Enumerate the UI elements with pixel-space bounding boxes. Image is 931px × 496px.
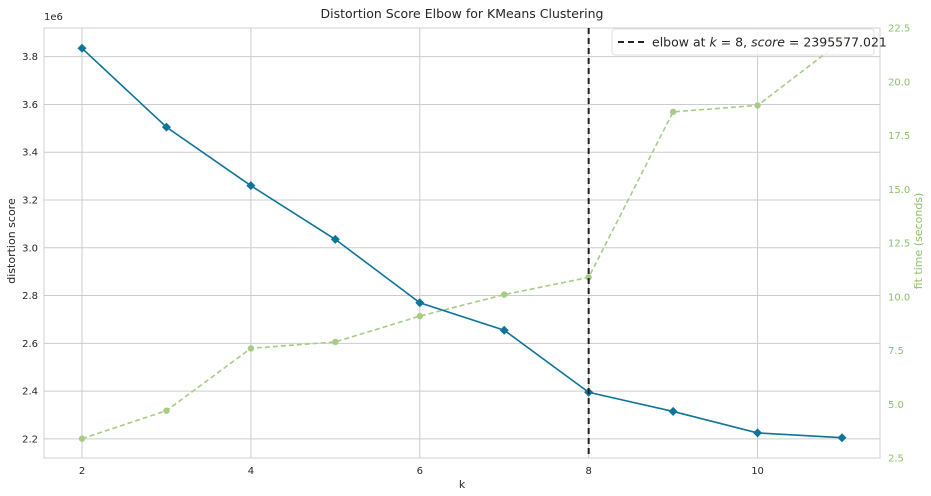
x-tick-label: 8 bbox=[585, 466, 591, 477]
x-tick-label: 6 bbox=[417, 466, 423, 477]
y-tick-label: 2.2 bbox=[22, 434, 38, 445]
y-ticks: 2.2 2.4 2.6 2.8 3.0 3.2 3.4 3.6 3.8 bbox=[22, 52, 38, 445]
distortion-point bbox=[668, 406, 678, 416]
y-tick-label: 2.8 bbox=[22, 291, 38, 302]
fit-time-point bbox=[332, 338, 339, 346]
distortion-point bbox=[246, 181, 256, 191]
x-ticks: 2 4 6 8 10 bbox=[79, 466, 764, 477]
y-tick-label: 3.0 bbox=[22, 243, 38, 254]
y-axis-label: distortion score bbox=[5, 198, 18, 284]
y2-tick-label: 2.5 bbox=[888, 454, 904, 465]
distortion-point bbox=[837, 433, 847, 443]
fit-time-point bbox=[669, 108, 677, 116]
distortion-line bbox=[81, 47, 843, 439]
distortion-point bbox=[77, 43, 87, 53]
x-tick-label: 10 bbox=[751, 466, 764, 477]
fit-time-point bbox=[163, 407, 170, 414]
chart-title: Distortion Score Elbow for KMeans Cluste… bbox=[321, 6, 604, 21]
grid bbox=[44, 28, 880, 458]
x-tick-label: 2 bbox=[79, 466, 85, 477]
fit-time-point bbox=[501, 291, 508, 298]
plot-frame bbox=[43, 27, 881, 459]
fit-time-point bbox=[754, 102, 761, 109]
legend-text: elbow at k = 8, score = 2395577.021 bbox=[652, 35, 887, 50]
distortion-point bbox=[161, 122, 171, 132]
legend-box bbox=[611, 28, 875, 56]
fit-time-point bbox=[416, 312, 423, 320]
fit-time-line bbox=[81, 40, 843, 440]
y2-tick-label: 7.5 bbox=[888, 346, 904, 357]
legend: elbow at k = 8, score = 2395577.021 bbox=[611, 28, 887, 56]
y-tick-label: 3.6 bbox=[22, 100, 38, 111]
y-tick-label: 2.6 bbox=[22, 339, 38, 350]
y-tick-label: 3.8 bbox=[22, 52, 38, 63]
x-axis-label: k bbox=[459, 478, 466, 491]
y2-ticks: 2.5 5.0 7.5 10.0 12.5 15.0 17.5 20.0 22.5 bbox=[888, 24, 910, 465]
distortion-point bbox=[753, 428, 763, 438]
y-tick-label: 3.2 bbox=[22, 196, 38, 207]
y2-axis-label: fit time (seconds) bbox=[912, 193, 925, 290]
distortion-point bbox=[499, 325, 509, 335]
y2-tick-label: 5.0 bbox=[888, 400, 904, 411]
y2-tick-label: 20.0 bbox=[888, 77, 910, 88]
distortion-point bbox=[415, 298, 425, 308]
fit-time-point bbox=[78, 435, 86, 442]
fit-time-point bbox=[585, 274, 592, 281]
y2-tick-label: 12.5 bbox=[888, 239, 910, 250]
fit-time-point bbox=[247, 345, 255, 352]
y2-tick-label: 17.5 bbox=[888, 131, 910, 142]
y-multiplier: 1e6 bbox=[44, 12, 63, 23]
y2-tick-label: 10.0 bbox=[888, 292, 910, 303]
distortion-series bbox=[77, 43, 847, 443]
y2-tick-label: 22.5 bbox=[888, 24, 910, 35]
fit-time-series bbox=[78, 37, 846, 442]
y2-tick-label: 15.0 bbox=[888, 185, 910, 196]
y-tick-label: 3.4 bbox=[22, 148, 38, 159]
y-tick-label: 2.4 bbox=[22, 387, 38, 398]
x-tick-label: 4 bbox=[248, 466, 254, 477]
distortion-point bbox=[330, 234, 340, 244]
